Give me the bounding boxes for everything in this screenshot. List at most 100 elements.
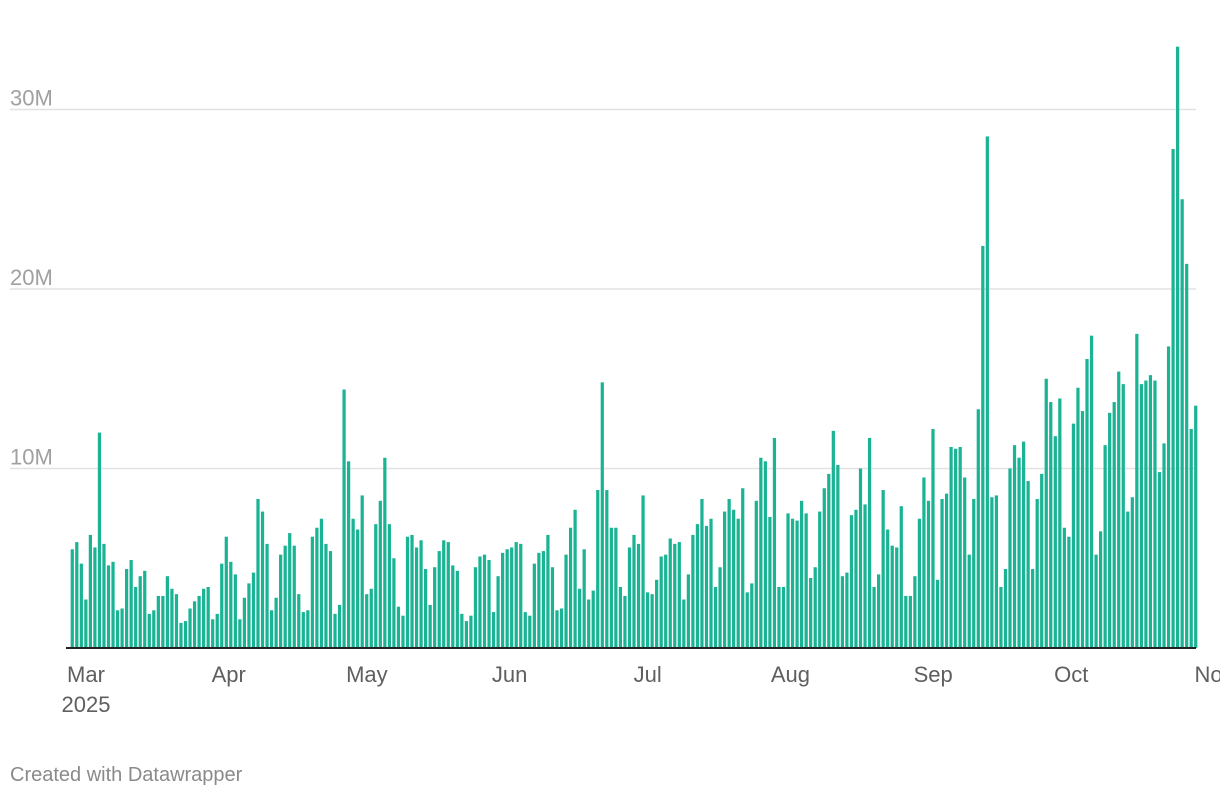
bar: [206, 586, 210, 648]
bar: [1117, 371, 1121, 648]
bar: [1049, 402, 1053, 648]
y-tick-label: 20M: [10, 265, 53, 290]
x-tick-label: Aug: [771, 662, 810, 687]
bar: [546, 534, 550, 648]
bar: [1112, 402, 1116, 648]
bar: [976, 409, 980, 648]
x-tick-year-label: 2025: [62, 692, 111, 717]
x-tick-label: Oct: [1054, 662, 1088, 687]
bar: [496, 576, 500, 648]
bar: [256, 499, 260, 648]
bar: [673, 543, 677, 648]
bar: [732, 509, 736, 648]
bar: [102, 543, 106, 648]
bar: [618, 586, 623, 648]
bar: [623, 595, 627, 648]
bar: [750, 583, 754, 648]
bar: [686, 574, 690, 648]
bar: [849, 515, 854, 648]
bar: [487, 560, 491, 648]
bar: [247, 583, 251, 648]
bar: [963, 477, 967, 648]
bar: [931, 429, 935, 648]
bar: [510, 547, 514, 648]
bar: [387, 524, 391, 648]
bar: [926, 500, 931, 648]
bar: [229, 561, 233, 648]
bar: [192, 601, 197, 648]
bar: [319, 518, 324, 648]
bar: [935, 579, 940, 648]
bar: [641, 495, 645, 648]
bar: [614, 527, 618, 648]
bar: [288, 533, 292, 648]
bar: [1089, 335, 1094, 648]
x-tick-label: Sep: [914, 662, 953, 687]
bar: [183, 621, 188, 648]
bar: [301, 612, 305, 648]
bar: [455, 570, 459, 648]
bar: [283, 545, 287, 648]
bar: [446, 542, 450, 648]
bar: [763, 461, 767, 648]
bar: [156, 595, 160, 648]
bar: [573, 509, 577, 648]
bar: [727, 499, 731, 648]
bar: [478, 556, 482, 648]
bar: [994, 495, 999, 648]
bar: [645, 592, 650, 648]
bar: [70, 549, 74, 648]
bar: [369, 588, 373, 648]
bar: [188, 608, 192, 648]
bar: [677, 542, 681, 648]
bar: [1008, 468, 1012, 648]
bar: [1031, 569, 1035, 648]
bar: [981, 245, 985, 649]
bar: [365, 594, 369, 648]
bar: [627, 547, 632, 648]
bar: [886, 529, 890, 648]
bar: [967, 554, 971, 648]
bar: [451, 565, 455, 648]
bar: [1085, 359, 1089, 648]
bar: [1044, 378, 1048, 648]
bar: [111, 561, 115, 648]
bar: [1094, 554, 1098, 648]
bar: [324, 543, 328, 648]
bar: [106, 565, 111, 648]
bar: [713, 586, 718, 648]
bar: [306, 610, 310, 648]
bar: [437, 551, 441, 648]
bar: [790, 518, 795, 648]
bar: [1058, 398, 1062, 648]
bar: [1130, 497, 1134, 648]
bar: [392, 558, 396, 648]
bar: [1180, 199, 1184, 648]
bar: [528, 615, 532, 648]
bar: [537, 552, 541, 648]
bar: [1026, 481, 1030, 648]
bar: [1185, 263, 1189, 648]
bar: [1171, 148, 1175, 649]
bar: [1189, 429, 1193, 648]
bar: [691, 534, 695, 648]
bar: [374, 524, 378, 648]
bar: [555, 610, 559, 648]
bar: [161, 595, 165, 648]
bar: [356, 529, 360, 648]
bar: [917, 518, 922, 648]
bar: [1017, 457, 1021, 648]
bar: [115, 610, 120, 648]
bar: [985, 136, 989, 648]
bar: [414, 547, 419, 648]
bar: [568, 527, 573, 648]
y-tick-label: 30M: [10, 86, 53, 111]
bar: [1098, 531, 1103, 648]
bar: [863, 504, 867, 648]
bar: [795, 520, 799, 648]
bar: [1176, 46, 1180, 649]
credit-text: Created with Datawrapper: [10, 764, 243, 786]
bar: [75, 542, 79, 648]
bar: [179, 622, 183, 648]
bar: [333, 613, 337, 648]
